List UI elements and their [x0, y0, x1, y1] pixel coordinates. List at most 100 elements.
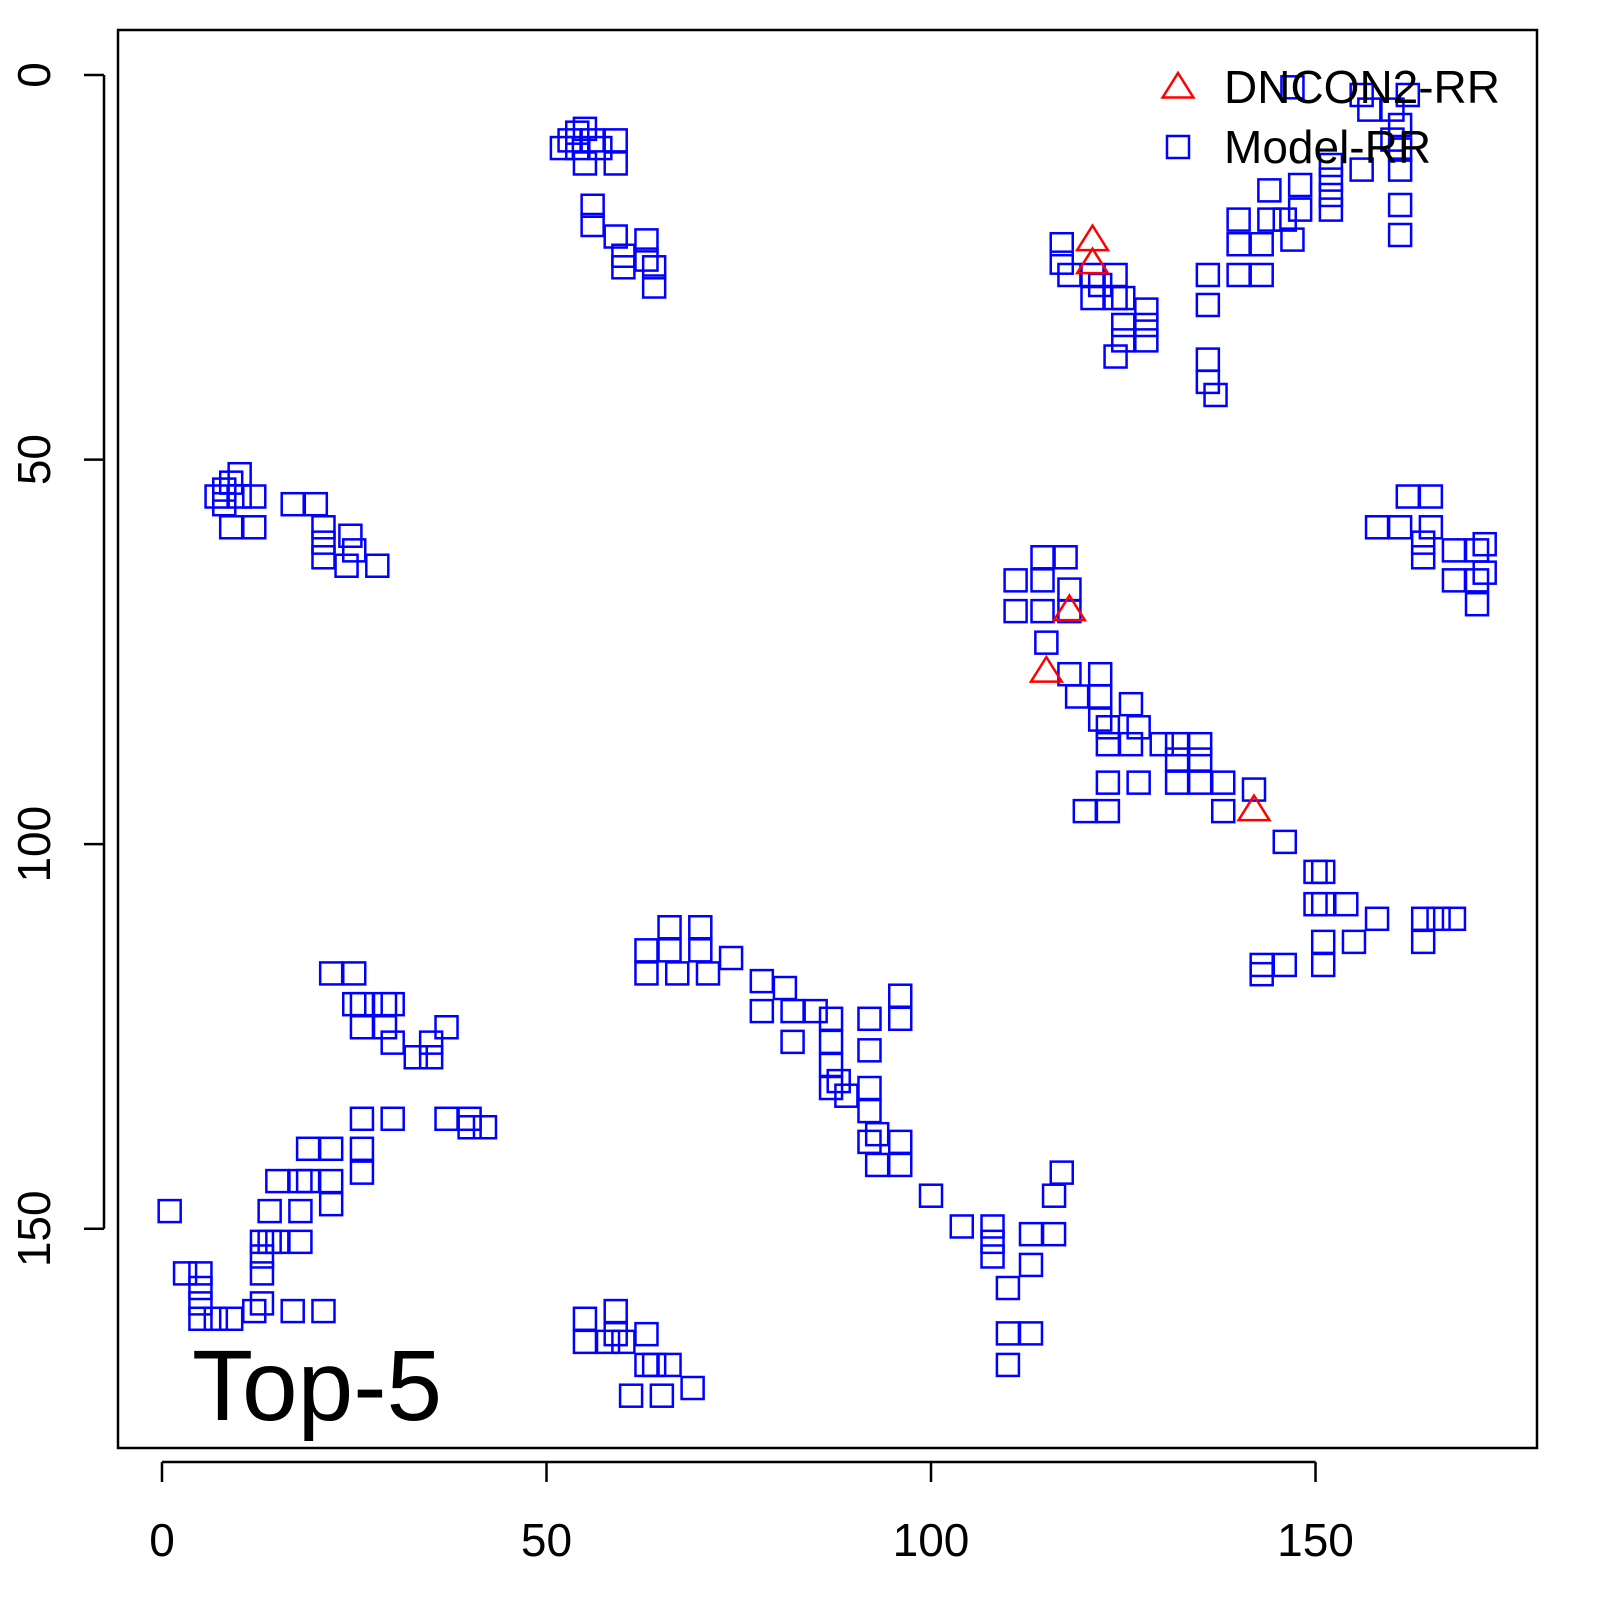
point: [1472, 531, 1497, 557]
point: [718, 945, 744, 971]
point: [641, 1352, 667, 1378]
point: [318, 1191, 344, 1217]
point: [204, 484, 229, 509]
point: [1310, 952, 1336, 978]
point: [188, 1261, 213, 1286]
point: [1195, 262, 1221, 288]
point: [1387, 222, 1413, 248]
point: [265, 1168, 290, 1194]
y-tick-label: 100: [8, 806, 60, 883]
point: [1349, 82, 1374, 108]
point: [1041, 1221, 1067, 1247]
point: [212, 491, 237, 517]
point: [887, 983, 913, 1008]
point: [572, 1306, 598, 1332]
point: [212, 477, 237, 502]
point: [1064, 684, 1090, 709]
point: [887, 1129, 913, 1155]
point: [1095, 798, 1121, 824]
point: [1441, 568, 1467, 593]
point: [1349, 157, 1374, 182]
point: [1272, 829, 1298, 855]
point: [457, 1106, 482, 1132]
point: [749, 968, 775, 994]
point: [295, 1136, 321, 1162]
point: [588, 135, 613, 161]
point: [1418, 484, 1444, 509]
point: [1111, 312, 1136, 338]
point: [1118, 691, 1144, 717]
point: [1030, 598, 1055, 624]
point: [341, 538, 367, 563]
point: [1226, 231, 1251, 257]
point: [418, 1045, 444, 1070]
point: [242, 1298, 267, 1324]
point: [1364, 515, 1390, 540]
point: [657, 915, 682, 940]
point: [1164, 747, 1190, 772]
point: [1126, 715, 1151, 740]
point: [1018, 1221, 1044, 1247]
point: [1410, 530, 1436, 555]
point: [1087, 707, 1113, 732]
point: [657, 1352, 682, 1378]
point: [1318, 182, 1344, 208]
point: [188, 1306, 213, 1332]
point: [749, 998, 775, 1024]
point: [1030, 545, 1055, 570]
point: [334, 553, 359, 578]
point: [1103, 285, 1128, 311]
point: [1134, 312, 1159, 338]
x-tick-label: 50: [521, 1514, 572, 1566]
point: [1341, 929, 1367, 955]
point: [1087, 684, 1113, 709]
point: [288, 1198, 313, 1224]
point: [1387, 515, 1413, 540]
point: [380, 1106, 405, 1132]
point: [349, 1106, 375, 1132]
point: [1195, 292, 1221, 318]
point: [265, 1229, 290, 1255]
point: [288, 1168, 313, 1194]
point: [1187, 747, 1213, 772]
point: [380, 991, 405, 1017]
point: [457, 1114, 482, 1140]
point: [565, 120, 590, 145]
point: [857, 1006, 882, 1032]
point: [349, 991, 375, 1017]
point: [864, 1121, 890, 1147]
point: [249, 1261, 275, 1286]
point: [1041, 1183, 1067, 1208]
point: [857, 1129, 882, 1155]
point: [818, 1075, 844, 1101]
point: [857, 1075, 882, 1101]
point: [218, 470, 244, 495]
point: [227, 484, 252, 509]
point: [1426, 906, 1451, 932]
point: [311, 515, 336, 540]
point: [1287, 172, 1313, 198]
point: [1249, 961, 1274, 987]
point: [1226, 207, 1251, 232]
point: [1395, 484, 1421, 509]
point: [1034, 630, 1059, 655]
point: [1236, 793, 1272, 822]
point: [1095, 770, 1121, 795]
point: [1387, 137, 1413, 162]
point: [1195, 347, 1221, 372]
point: [641, 255, 667, 280]
point: [157, 1198, 182, 1224]
legend-marker: [1165, 134, 1191, 160]
point: [418, 1030, 444, 1055]
point: [603, 1298, 628, 1324]
point: [1195, 369, 1221, 395]
point: [1310, 891, 1336, 917]
point: [1387, 112, 1413, 138]
point: [1318, 197, 1344, 222]
point: [1095, 731, 1121, 757]
point: [257, 1229, 282, 1255]
point: [603, 224, 628, 249]
point: [595, 1329, 621, 1355]
point: [1310, 859, 1336, 885]
